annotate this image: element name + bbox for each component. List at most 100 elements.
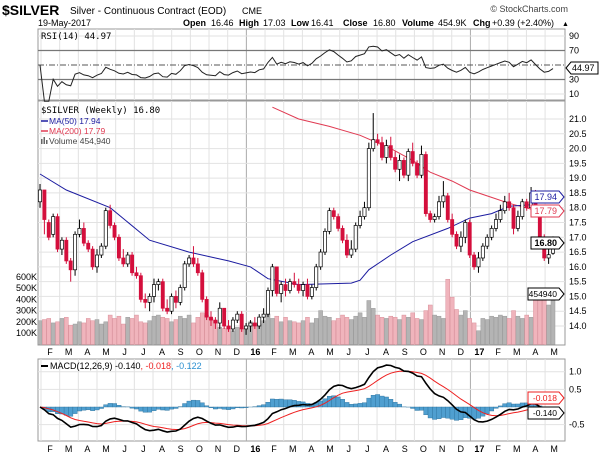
price-tick-label: 19.5 bbox=[569, 158, 587, 168]
candle bbox=[337, 214, 340, 232]
candle-body bbox=[144, 299, 147, 302]
candle-body bbox=[468, 222, 471, 255]
candle bbox=[117, 234, 120, 261]
candle-body bbox=[402, 160, 405, 175]
macd-histogram-bar bbox=[419, 407, 423, 410]
macd-histogram-bar bbox=[182, 404, 186, 407]
x-tick-label: O bbox=[420, 347, 427, 357]
macd-x-tick-label: A bbox=[308, 444, 314, 454]
volume-bar bbox=[332, 321, 336, 345]
macd-histogram-bar bbox=[117, 405, 121, 407]
volume-bar bbox=[516, 316, 520, 344]
candle-body bbox=[95, 255, 98, 267]
macd-x-tick-label: 16 bbox=[250, 444, 260, 454]
x-tick-label: D bbox=[457, 347, 464, 357]
macd-histogram-bar bbox=[204, 406, 208, 407]
candle-body bbox=[499, 211, 502, 220]
x-tick-label: 17 bbox=[474, 347, 484, 357]
volume-bar bbox=[130, 318, 134, 344]
candle-body bbox=[297, 285, 300, 291]
ma200-value-tag: 17.79 bbox=[531, 205, 564, 217]
price-tick-label: 14.5 bbox=[569, 306, 587, 316]
macd-histogram-bar bbox=[362, 403, 366, 407]
candle bbox=[521, 199, 524, 220]
candle-body bbox=[442, 196, 445, 202]
instrument-name: Silver - Continuous Contract (EOD) bbox=[70, 6, 226, 17]
candle-body bbox=[223, 308, 226, 326]
macd-histogram-bar bbox=[99, 407, 103, 409]
volume-bar bbox=[503, 316, 507, 344]
candle-body bbox=[411, 152, 414, 164]
volume-bar bbox=[520, 318, 524, 344]
candle-body bbox=[319, 252, 322, 267]
copyright-link[interactable]: © StockCharts.com bbox=[490, 4, 568, 14]
price-tick-label: 15.0 bbox=[569, 291, 587, 301]
candle-body bbox=[385, 146, 388, 158]
volume-bar bbox=[529, 317, 533, 344]
candle-body bbox=[429, 214, 432, 220]
candle-body bbox=[201, 273, 204, 300]
macd-x-tick-label: N bbox=[439, 444, 446, 454]
candle bbox=[328, 208, 331, 235]
x-tick-label: A bbox=[159, 347, 165, 357]
x-tick-label: M bbox=[326, 347, 334, 357]
macd-histogram-bar bbox=[384, 397, 388, 407]
candle-body bbox=[87, 243, 90, 249]
volume-bar bbox=[437, 316, 441, 344]
candle bbox=[170, 293, 173, 314]
volume-bar bbox=[367, 301, 371, 345]
x-tick-label: A bbox=[308, 347, 314, 357]
macd-histogram-bar bbox=[367, 398, 371, 407]
candle bbox=[266, 288, 269, 318]
volume-bar bbox=[235, 327, 239, 344]
candle bbox=[481, 243, 484, 261]
candle bbox=[113, 222, 116, 240]
candle-body bbox=[249, 323, 252, 326]
volume-bar bbox=[143, 323, 147, 345]
macd-histogram-bar bbox=[169, 407, 173, 409]
x-tick-label: A bbox=[532, 347, 538, 357]
macd-x-tick-label: J bbox=[141, 444, 146, 454]
candle bbox=[275, 267, 278, 297]
candle-body bbox=[415, 163, 418, 175]
macd-x-tick-label: J bbox=[122, 444, 127, 454]
macd-tick-label: -0.5 bbox=[569, 420, 585, 430]
candle-body bbox=[240, 314, 243, 329]
macd-histogram-bar bbox=[371, 395, 375, 407]
macd-histogram-bar bbox=[441, 407, 445, 418]
volume-bar bbox=[547, 305, 551, 345]
chg-label: Chg bbox=[473, 18, 491, 28]
volume-bar bbox=[551, 293, 555, 344]
ma50-value-tag: 17.94 bbox=[531, 191, 564, 203]
macd-histogram-bar bbox=[261, 405, 265, 407]
macd-histogram-bar bbox=[485, 407, 489, 414]
volume-value-tag: 454940 bbox=[528, 288, 564, 300]
candle-body bbox=[174, 296, 177, 302]
x-tick-label: D bbox=[233, 347, 240, 357]
low-label: Low bbox=[291, 18, 310, 28]
macd-x-tick-label: M bbox=[550, 444, 558, 454]
x-tick-label: A bbox=[383, 347, 389, 357]
candle bbox=[179, 285, 182, 306]
candle bbox=[52, 214, 55, 238]
volume-value: 454.9K bbox=[438, 18, 467, 28]
volume-bar bbox=[472, 323, 476, 345]
volume-bar bbox=[481, 318, 485, 344]
volume-bar bbox=[126, 317, 130, 344]
macd-histogram-bar bbox=[134, 407, 138, 409]
volume-bar bbox=[341, 315, 345, 344]
macd-histogram-bar bbox=[209, 407, 213, 408]
candle-body bbox=[266, 291, 269, 315]
candle bbox=[468, 220, 471, 258]
macd-histogram-bar bbox=[507, 403, 511, 407]
volume-bar bbox=[319, 311, 323, 345]
volume-bar bbox=[91, 321, 95, 345]
candle-body bbox=[47, 222, 50, 237]
macd-histogram-bar bbox=[104, 405, 108, 407]
volume-tick-label: 500K bbox=[16, 283, 37, 293]
candle-body bbox=[477, 258, 480, 267]
candle-body bbox=[354, 225, 357, 249]
volume-bar bbox=[196, 317, 200, 344]
volume-bar bbox=[288, 321, 292, 345]
candle-body bbox=[459, 237, 462, 246]
